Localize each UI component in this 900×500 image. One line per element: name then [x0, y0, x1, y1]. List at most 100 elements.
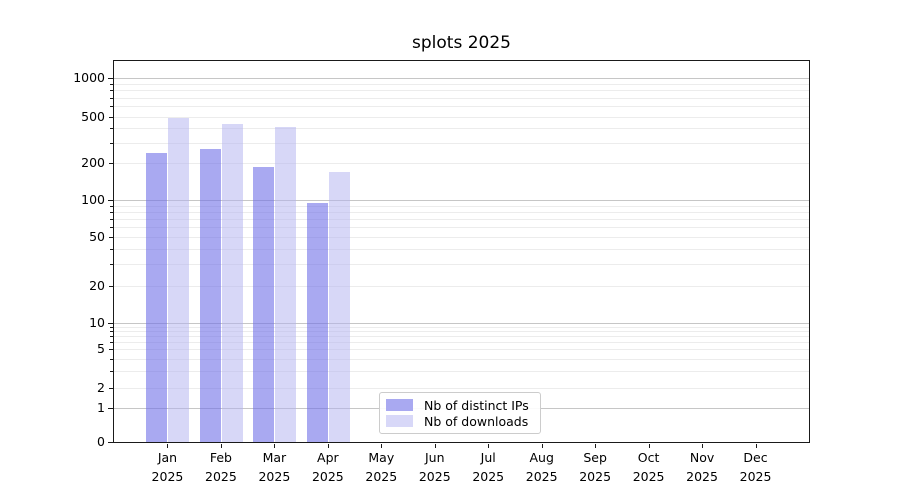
- y-axis-tick-mark: [108, 442, 113, 443]
- x-axis-month-label: Jan 2025: [152, 449, 184, 487]
- legend-swatch-distinct-ips-icon: [386, 399, 413, 411]
- legend: Nb of distinct IPs Nb of downloads: [379, 392, 541, 434]
- month-year: 2025: [258, 468, 291, 484]
- y-axis-minor-tick-mark: [110, 370, 113, 372]
- gridline-minor: [114, 106, 809, 108]
- x-axis-month-label: Dec 2025: [740, 449, 772, 487]
- bar-jan-downloads: [168, 118, 190, 442]
- y-axis-tick-label: 200: [81, 155, 105, 171]
- gridline-minor: [114, 285, 809, 287]
- x-axis-tick-mark: [434, 444, 436, 448]
- month-year: 2025: [365, 468, 398, 484]
- plot-area: [113, 60, 810, 443]
- gridline-major: [114, 77, 809, 79]
- x-axis-month-label: Apr 2025: [312, 449, 344, 487]
- x-axis-tick-mark: [220, 444, 222, 448]
- month-year: 2025: [311, 468, 344, 484]
- y-axis-tick-label: 5: [97, 341, 105, 357]
- x-axis-month-label: May 2025: [365, 449, 397, 487]
- y-axis-tick-label: 100: [81, 192, 105, 207]
- legend-swatch-downloads-icon: [386, 415, 413, 427]
- x-axis-tick-mark: [381, 444, 383, 448]
- legend-label-downloads: Nb of downloads: [424, 413, 529, 429]
- x-axis-tick-mark: [327, 444, 329, 448]
- y-axis-minor-tick-mark: [110, 106, 113, 108]
- x-axis-tick-mark: [595, 444, 597, 448]
- gridline-minor: [114, 248, 809, 250]
- month-year: 2025: [525, 468, 558, 484]
- month-name: Nov: [689, 450, 715, 465]
- y-axis-tick-mark: [109, 116, 113, 118]
- x-axis-month-label: Feb 2025: [205, 449, 237, 487]
- y-axis-minor-tick-mark: [110, 331, 113, 333]
- y-axis-minor-tick-mark: [110, 212, 113, 214]
- bar-mar-downloads: [275, 126, 297, 442]
- gridline-minor: [114, 83, 809, 85]
- y-axis-minor-tick-mark: [110, 90, 113, 92]
- gridline-minor: [114, 331, 809, 333]
- month-year: 2025: [579, 468, 612, 484]
- y-axis-minor-tick-mark: [110, 248, 113, 250]
- month-name: Jul: [480, 450, 496, 465]
- y-axis-tick-mark: [108, 322, 113, 324]
- y-axis-minor-tick-mark: [110, 142, 113, 144]
- x-axis-month-label: Jul 2025: [472, 449, 504, 487]
- month-year: 2025: [686, 468, 718, 484]
- legend-item-distinct-ips: Nb of distinct IPs: [386, 397, 534, 413]
- y-axis-minor-tick-mark: [110, 227, 113, 229]
- legend-item-downloads: Nb of downloads: [386, 413, 534, 429]
- gridline-minor: [114, 342, 809, 344]
- x-axis-month-label: Nov 2025: [686, 449, 718, 487]
- gridline-minor: [114, 227, 809, 229]
- y-axis-tick-label: 2: [97, 379, 105, 395]
- x-axis-tick-mark: [702, 444, 704, 448]
- y-axis-tick-mark: [108, 407, 113, 409]
- bar-feb-downloads: [221, 124, 243, 442]
- gridline-minor: [114, 237, 809, 239]
- y-axis-minor-tick-mark: [110, 336, 113, 338]
- month-year: 2025: [205, 468, 237, 484]
- x-axis-month-label: Oct 2025: [633, 449, 665, 487]
- month-name: Feb: [209, 450, 232, 465]
- y-axis-minor-tick-mark: [110, 205, 113, 207]
- y-axis-tick-label: 0: [97, 433, 105, 449]
- gridline-minor: [114, 97, 809, 99]
- month-year: 2025: [739, 468, 772, 484]
- y-axis-tick-label: 10: [89, 314, 105, 330]
- x-axis-month-label: Jun 2025: [419, 449, 451, 487]
- y-axis-tick-mark: [108, 200, 113, 202]
- bar-mar-ips: [253, 167, 275, 442]
- y-axis-tick-mark: [109, 285, 113, 287]
- y-axis-tick-mark: [109, 387, 113, 389]
- y-axis-minor-tick-mark: [110, 128, 113, 130]
- y-axis-minor-tick-mark: [110, 326, 113, 328]
- x-axis-tick-mark: [488, 444, 490, 448]
- gridline-minor: [114, 264, 809, 266]
- month-name: Jan: [157, 450, 178, 465]
- x-axis-tick-mark: [541, 444, 543, 448]
- y-axis-minor-tick-mark: [110, 342, 113, 344]
- x-axis-month-label: Sep 2025: [579, 449, 611, 487]
- y-axis-minor-tick-mark: [110, 264, 113, 266]
- month-name: Oct: [637, 450, 660, 465]
- bar-apr-ips: [306, 202, 328, 442]
- gridline-minor: [114, 387, 809, 389]
- x-axis-tick-mark: [755, 444, 757, 448]
- gridline-minor: [114, 326, 809, 328]
- month-name: Mar: [262, 450, 287, 465]
- month-name: Sep: [583, 450, 607, 465]
- gridline-minor: [114, 370, 809, 372]
- gridline-minor: [114, 90, 809, 92]
- gridline-minor: [114, 336, 809, 338]
- month-year: 2025: [418, 468, 451, 484]
- gridline-minor: [114, 128, 809, 130]
- y-axis-tick-label: 20: [89, 277, 105, 293]
- gridline-minor: [114, 163, 809, 165]
- chart-title: splots 2025: [412, 33, 511, 53]
- y-axis-tick-label: 1: [97, 399, 105, 415]
- x-axis-month-label: Aug 2025: [526, 449, 558, 487]
- gridline-minor: [114, 349, 809, 351]
- y-axis-minor-tick-mark: [110, 358, 113, 360]
- y-axis-tick-mark: [108, 77, 113, 79]
